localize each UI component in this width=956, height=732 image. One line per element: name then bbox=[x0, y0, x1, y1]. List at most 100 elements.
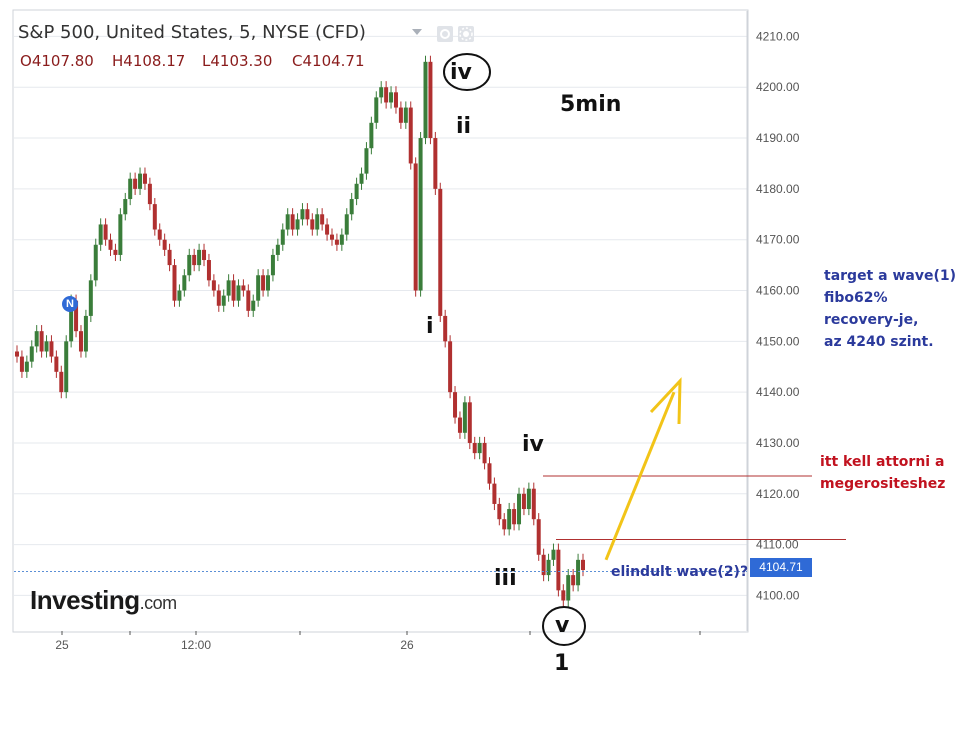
y-tick-label: 4150.00 bbox=[756, 334, 800, 348]
y-tick-label: 4180.00 bbox=[756, 182, 800, 196]
y-tick-label: 4100.00 bbox=[756, 588, 800, 602]
candle-body bbox=[261, 275, 266, 291]
candle-body bbox=[423, 61, 428, 139]
ohlc-open: O4107.80 bbox=[20, 52, 94, 70]
candle-body bbox=[138, 173, 143, 189]
x-tick-label: 26 bbox=[400, 638, 414, 652]
y-tick-label: 4110.00 bbox=[756, 538, 799, 552]
wave2-note: elindult wave(2)? bbox=[611, 564, 749, 580]
ohlc-high: H4108.17 bbox=[112, 52, 186, 70]
candle-body bbox=[344, 214, 349, 235]
wave-label-i: i bbox=[426, 314, 434, 339]
candle-body bbox=[167, 249, 172, 266]
wave-label-iv-low: iv bbox=[522, 432, 544, 457]
candle-body bbox=[59, 371, 64, 393]
candle-body bbox=[182, 275, 187, 291]
candle-body bbox=[457, 417, 462, 433]
confirm-note-line1: itt kell attorni a bbox=[820, 454, 945, 470]
candle-body bbox=[192, 254, 197, 266]
overlays bbox=[14, 53, 846, 646]
candle-body bbox=[49, 341, 54, 357]
candle-body bbox=[571, 575, 576, 586]
candle-body bbox=[487, 463, 492, 484]
candle-body bbox=[512, 509, 517, 525]
candle-body bbox=[418, 138, 423, 291]
candle-body bbox=[162, 239, 167, 250]
candle-body bbox=[428, 61, 433, 139]
candle-body bbox=[329, 234, 334, 240]
candle-body bbox=[393, 92, 398, 108]
candle-body bbox=[123, 199, 128, 215]
candle-body bbox=[467, 402, 472, 443]
ohlc-close: C4104.71 bbox=[292, 52, 365, 70]
y-tick-label: 4200.00 bbox=[756, 80, 800, 94]
candle-body bbox=[526, 488, 531, 510]
y-tick-label: 4140.00 bbox=[756, 385, 800, 399]
candle-body bbox=[236, 285, 241, 301]
candle-body bbox=[472, 442, 477, 454]
candle-body bbox=[93, 244, 98, 281]
y-tick-label: 4170.00 bbox=[756, 233, 800, 247]
candle-body bbox=[581, 559, 585, 571]
candle-body bbox=[275, 244, 280, 255]
x-tick-label: 25 bbox=[55, 638, 69, 652]
candle-body bbox=[280, 229, 285, 245]
candle-body bbox=[128, 178, 133, 200]
candle-body bbox=[44, 341, 49, 352]
candle-body bbox=[433, 138, 438, 189]
candle-body bbox=[310, 219, 315, 230]
candle-body bbox=[531, 488, 536, 520]
y-tick-label: 4210.00 bbox=[756, 29, 800, 43]
y-tick-label: 4190.00 bbox=[756, 131, 800, 145]
candle-body bbox=[187, 254, 192, 276]
candle-body bbox=[443, 315, 448, 342]
news-marker-icon[interactable]: N bbox=[62, 296, 78, 312]
candle-body bbox=[246, 290, 251, 311]
candle-body bbox=[197, 249, 202, 266]
candle-body bbox=[339, 234, 344, 245]
candle-body bbox=[147, 183, 152, 205]
candle-body bbox=[379, 87, 384, 98]
candle-body bbox=[389, 92, 394, 103]
candle-body bbox=[34, 331, 39, 347]
candle-body bbox=[320, 214, 325, 225]
candle-body bbox=[64, 341, 69, 393]
candle-body bbox=[398, 107, 403, 123]
candle-body bbox=[142, 173, 147, 184]
candle-body bbox=[74, 300, 79, 332]
candle-body bbox=[325, 224, 330, 235]
settings-gear-icon[interactable] bbox=[437, 26, 453, 42]
candles bbox=[15, 55, 585, 607]
candle-body bbox=[98, 224, 103, 245]
candle-body bbox=[576, 559, 581, 586]
candle-body bbox=[413, 163, 418, 291]
target-note-line4: az 4240 szint. bbox=[824, 334, 934, 350]
candle-body bbox=[54, 356, 59, 372]
candle-body bbox=[177, 290, 182, 301]
candle-body bbox=[15, 351, 19, 357]
candle-body bbox=[546, 559, 551, 576]
candle-body bbox=[497, 503, 502, 520]
candle-body bbox=[462, 402, 467, 433]
candle-body bbox=[364, 148, 369, 174]
candle-body bbox=[300, 209, 305, 220]
candle-body bbox=[517, 493, 522, 525]
cog-icon[interactable] bbox=[458, 26, 474, 42]
chart-title[interactable]: S&P 500, United States, 5, NYSE (CFD) bbox=[18, 22, 366, 43]
timeframe-label: 5min bbox=[560, 92, 622, 117]
candle-body bbox=[305, 209, 310, 220]
candle-body bbox=[211, 280, 216, 291]
candle-body bbox=[566, 575, 571, 601]
candle-body bbox=[285, 214, 290, 230]
wave-label-ii: ii bbox=[456, 114, 472, 139]
candle-body bbox=[103, 224, 108, 240]
investing-logo: Investing.com bbox=[30, 585, 177, 615]
candle-body bbox=[19, 356, 24, 372]
dropdown-caret-icon[interactable] bbox=[412, 29, 422, 37]
current-price-tag: 4104.71 bbox=[750, 558, 812, 577]
candle-body bbox=[374, 97, 379, 123]
candle-body bbox=[349, 199, 354, 215]
candle-body bbox=[206, 260, 211, 281]
